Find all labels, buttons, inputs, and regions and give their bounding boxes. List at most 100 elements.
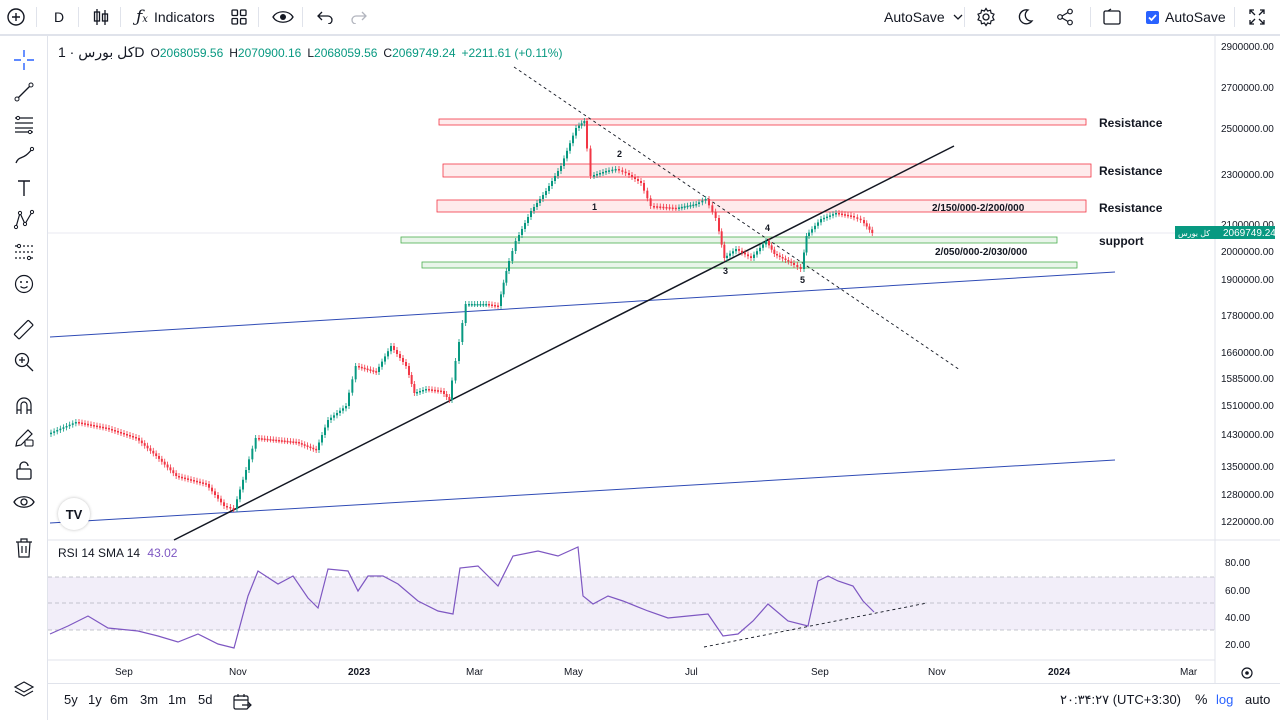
indicators-button[interactable]: ƒx Indicators [136, 0, 215, 34]
resistance-label-3[interactable]: Resistance [1099, 201, 1163, 215]
zone-lower-label[interactable]: 2/050/000-2/030/000 [935, 247, 1028, 258]
emoji-tool[interactable] [10, 270, 38, 298]
wave-label-4[interactable]: 4 [765, 223, 770, 233]
time-axis[interactable]: Sep Nov 2023 Mar May Jul Sep Nov 2024 Ma… [115, 667, 1198, 678]
downtrend-dashed-line[interactable] [513, 66, 961, 371]
candle-body [497, 305, 499, 307]
rsi-axis-label: 60.00 [1225, 586, 1250, 597]
goto-date-button[interactable] [232, 693, 252, 714]
candle-body [372, 370, 375, 372]
candle-body [741, 250, 743, 253]
theme-toggle-button[interactable] [1016, 0, 1034, 34]
chart-type-button[interactable] [92, 0, 110, 34]
trend-line[interactable] [173, 145, 955, 541]
candle-body [602, 172, 604, 174]
settings-button[interactable] [976, 0, 996, 34]
lock-drawings-tool[interactable] [10, 456, 38, 484]
remove-drawings-tool[interactable] [10, 534, 38, 562]
candle-body [458, 342, 460, 361]
range-1y-button[interactable]: 1y [88, 692, 102, 707]
range-1m-button[interactable]: 1m [168, 692, 187, 707]
percent-toggle[interactable]: % [1195, 691, 1208, 707]
range-3m-button[interactable]: 3m [140, 692, 159, 707]
auto-toggle[interactable]: auto [1245, 692, 1271, 707]
support-zone-upper[interactable] [400, 236, 1058, 244]
candle-body [336, 413, 338, 416]
wave-label-3[interactable]: 3 [723, 266, 728, 276]
candle-body [714, 211, 717, 218]
candle-body [796, 265, 799, 267]
candles-icon [93, 9, 109, 25]
eye-icon [13, 496, 35, 508]
redo-button[interactable] [350, 0, 368, 34]
resistance-zone-lower[interactable] [436, 199, 1087, 213]
symbol-name[interactable]: کل بورس · 1D [58, 44, 145, 60]
candle-body [671, 207, 674, 209]
pattern-tool[interactable] [10, 206, 38, 234]
candle-body [708, 199, 710, 206]
log-toggle[interactable]: log [1216, 692, 1234, 707]
checkbox-checked-icon[interactable] [1146, 10, 1159, 24]
clock-time[interactable]: ۲۰:۳۴:۲۷ (UTC+3:30) [1060, 692, 1181, 707]
crosshair-tool[interactable] [10, 46, 38, 74]
candle-body [820, 219, 822, 223]
hide-drawings-tool[interactable] [10, 488, 38, 516]
resistance-zone-middle[interactable] [442, 163, 1092, 178]
interval-button[interactable]: D [54, 9, 65, 25]
chart-area[interactable]: Resistance Resistance Resistance support… [48, 36, 1280, 720]
snapshot-button[interactable] [1102, 0, 1122, 34]
price-axis[interactable]: 2900000.00 2700000.00 2500000.00 2300000… [1221, 42, 1274, 528]
wave-label-2[interactable]: 2 [617, 149, 622, 159]
rsi-label: RSI 14 SMA 14 [58, 546, 141, 560]
keep-drawing-tool[interactable] [10, 424, 38, 452]
zone-upper-label[interactable]: 2/150/000-2/200/000 [932, 203, 1025, 214]
resistance-label-1[interactable]: Resistance [1099, 116, 1163, 130]
brush-tool[interactable] [10, 142, 38, 170]
chart-canvas[interactable]: Resistance Resistance Resistance support… [48, 36, 1280, 683]
candle-body [286, 440, 289, 443]
text-tool[interactable] [10, 174, 38, 202]
rsi-axis[interactable]: 80.00 60.00 40.00 20.00 [1225, 558, 1250, 651]
tradingview-logo[interactable]: TV [58, 498, 90, 530]
axis-settings-button[interactable] [1241, 667, 1253, 679]
rsi-trendline[interactable] [703, 602, 928, 648]
autosave-dropdown[interactable]: AutoSave [884, 0, 963, 34]
range-5d-button[interactable]: 5d [198, 692, 213, 707]
wave-label-5[interactable]: 5 [800, 275, 805, 285]
object-tree-button[interactable] [10, 676, 38, 704]
projection-tool[interactable] [10, 238, 38, 266]
change-value: +2211.61 (+0.11%) [461, 46, 563, 60]
channel-lower-line[interactable] [49, 459, 1116, 524]
share-button[interactable] [1056, 0, 1074, 34]
candle-body [53, 431, 56, 433]
resistance-zone-top[interactable] [438, 118, 1087, 126]
fullscreen-button[interactable] [1248, 0, 1266, 34]
last-price-tag[interactable]: کل بورس 2069749.24 [1175, 226, 1276, 239]
resistance-label-2[interactable]: Resistance [1099, 164, 1163, 178]
candle-body [637, 179, 639, 181]
candle-body [753, 254, 755, 258]
zoom-tool[interactable] [10, 348, 38, 376]
wave-label-1[interactable]: 1 [592, 202, 597, 212]
support-zone-lower[interactable] [421, 261, 1078, 269]
price-label: 1220000.00 [1221, 517, 1274, 528]
add-symbol-button[interactable] [6, 0, 28, 34]
undo-button[interactable] [316, 0, 334, 34]
ruler-tool[interactable] [10, 316, 38, 344]
magnet-tool[interactable] [10, 392, 38, 420]
range-6m-button[interactable]: 6m [110, 692, 129, 707]
support-label[interactable]: support [1099, 234, 1144, 248]
visibility-button[interactable] [272, 0, 294, 34]
zoom-in-icon [14, 352, 34, 372]
rsi-legend[interactable]: RSI 14 SMA 14 43.02 [58, 546, 177, 560]
autosave-toggle[interactable]: AutoSave [1146, 0, 1226, 34]
range-5y-button[interactable]: 5y [64, 692, 78, 707]
channel-upper-line[interactable] [49, 271, 1116, 338]
fib-tool[interactable] [10, 110, 38, 138]
candle-body [437, 390, 439, 392]
templates-button[interactable] [230, 0, 248, 34]
symbol-legend[interactable]: کل بورس · 1D O2068059.56 H2070900.16 L20… [58, 44, 562, 61]
candle-body [321, 435, 323, 443]
trend-line-tool[interactable] [10, 78, 38, 106]
candle-body [208, 484, 210, 488]
